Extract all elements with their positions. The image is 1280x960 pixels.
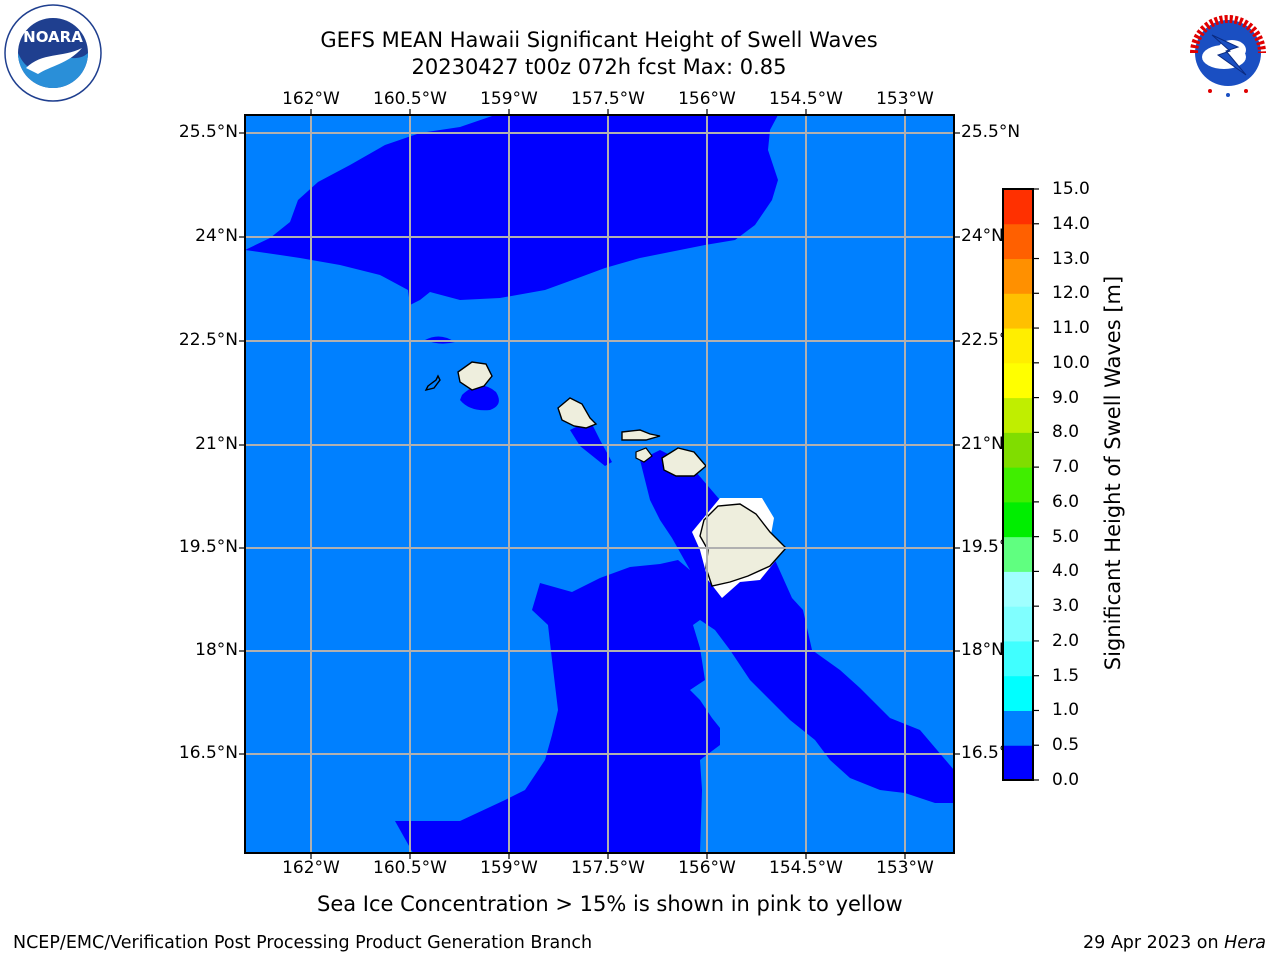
colorbar-tick-label: 7.0 bbox=[1052, 457, 1080, 478]
noaa-logo: NOARA bbox=[4, 4, 102, 102]
footer-date: 29 Apr 2023 on Hera bbox=[1083, 932, 1266, 954]
island-kauai bbox=[457, 361, 493, 391]
swell-region-oahu bbox=[460, 385, 499, 411]
colorbar-tick-label: 1.5 bbox=[1052, 665, 1080, 686]
colorbar-tick-label: 13.0 bbox=[1052, 248, 1090, 269]
colorbar-swatch bbox=[1003, 223, 1033, 260]
swell-region-molokai bbox=[570, 420, 612, 466]
colorbar-label: Significant Height of Swell Waves [m] bbox=[1101, 275, 1125, 671]
colorbar-swatch bbox=[1003, 640, 1033, 677]
colorbar-swatch bbox=[1003, 189, 1033, 225]
lon-tick-top-7: 153°W bbox=[876, 89, 934, 109]
island-kahoolawe bbox=[635, 447, 653, 463]
colorbar-tick-label: 11.0 bbox=[1052, 318, 1090, 339]
colorbar-swatch bbox=[1003, 397, 1033, 433]
colorbar-swatch bbox=[1003, 258, 1033, 294]
colorbar-swatch bbox=[1003, 536, 1033, 572]
lon-tick-top-2: 160.5°W bbox=[373, 89, 447, 109]
colorbar-swatch bbox=[1003, 710, 1033, 746]
lon-tick-top-3: 159°W bbox=[480, 89, 538, 109]
colorbar-swatch bbox=[1003, 675, 1033, 711]
island-maui bbox=[661, 447, 707, 477]
noaa-logo-text: NOARA bbox=[23, 28, 83, 46]
colorbar bbox=[1002, 188, 1039, 781]
lon-tick-top-1: 162°W bbox=[282, 89, 340, 109]
lat-tick-left-1: 25.5°N bbox=[178, 122, 238, 142]
colorbar-swatch bbox=[1003, 745, 1033, 781]
lon-tick-bottom-2: 160.5°W bbox=[373, 858, 447, 878]
lat-tick-left-6: 18°N bbox=[195, 640, 238, 660]
colorbar-tick-label: 9.0 bbox=[1052, 387, 1080, 408]
lat-tick-left-5: 19.5°N bbox=[178, 537, 238, 557]
colorbar-tick-label: 0.5 bbox=[1052, 735, 1080, 756]
colorbar-swatch bbox=[1003, 571, 1033, 607]
lon-tick-top-6: 154.5°W bbox=[769, 89, 843, 109]
colorbar-tick-label: 5.0 bbox=[1052, 526, 1080, 547]
colorbar-swatch bbox=[1003, 328, 1033, 364]
lon-tick-bottom-4: 157.5°W bbox=[571, 858, 645, 878]
map-frame bbox=[244, 114, 955, 854]
lat-tick-right-1: 25.5°N bbox=[961, 122, 1021, 142]
lon-tick-bottom-5: 156°W bbox=[678, 858, 736, 878]
footer-credit: NCEP/EMC/Verification Post Processing Pr… bbox=[13, 933, 593, 953]
footer-date-text: 29 Apr 2023 on bbox=[1083, 933, 1225, 953]
colorbar-swatch bbox=[1003, 293, 1033, 329]
lon-tick-top-5: 156°W bbox=[678, 89, 736, 109]
lat-tick-right-6: 18°N bbox=[961, 640, 1004, 660]
lon-tick-bottom-7: 153°W bbox=[876, 858, 934, 878]
colorbar-tick-label: 12.0 bbox=[1052, 283, 1090, 304]
title-line-2: 20230427 t00z 072h fcst Max: 0.85 bbox=[411, 55, 787, 79]
colorbar-swatch bbox=[1003, 432, 1033, 468]
island-niihau bbox=[424, 374, 441, 392]
colorbar-tick-label: 1.0 bbox=[1052, 700, 1080, 721]
colorbar-frame bbox=[1002, 188, 1034, 781]
lat-tick-left-3: 22.5°N bbox=[178, 330, 238, 350]
colorbar-tick-label: 15.0 bbox=[1052, 179, 1090, 199]
colorbar-tick-label: 14.0 bbox=[1052, 213, 1090, 234]
colorbar-tick-label: 6.0 bbox=[1052, 491, 1080, 512]
lon-tick-bottom-6: 154.5°W bbox=[769, 858, 843, 878]
graticule bbox=[245, 115, 954, 853]
lat-tick-left-4: 21°N bbox=[195, 434, 238, 454]
colorbar-swatch bbox=[1003, 362, 1033, 399]
island-oahu bbox=[557, 397, 598, 429]
colorbar-swatch bbox=[1003, 606, 1033, 642]
colorbar-tick-label: 0.0 bbox=[1052, 770, 1080, 790]
title-line-1: GEFS MEAN Hawaii Significant Height of S… bbox=[320, 28, 878, 52]
axis-ticks bbox=[239, 109, 960, 859]
swell-region-north bbox=[245, 115, 778, 305]
colorbar-tick-label: 10.0 bbox=[1052, 352, 1090, 373]
lat-tick-left-2: 24°N bbox=[195, 226, 238, 246]
colorbar-tick-label: 3.0 bbox=[1052, 596, 1080, 617]
nws-logo bbox=[1180, 5, 1276, 101]
sea-ice-note: Sea Ice Concentration > 15% is shown in … bbox=[317, 892, 903, 916]
island-molokai bbox=[621, 429, 661, 441]
colorbar-swatch bbox=[1003, 467, 1033, 503]
lon-tick-bottom-3: 159°W bbox=[480, 858, 538, 878]
footer-host: Hera bbox=[1224, 933, 1266, 953]
colorbar-swatch bbox=[1003, 501, 1033, 538]
colorbar-tick-label: 2.0 bbox=[1052, 630, 1080, 651]
lon-tick-bottom-1: 162°W bbox=[282, 858, 340, 878]
lat-tick-right-2: 24°N bbox=[961, 226, 1004, 246]
lat-tick-left-7: 16.5°N bbox=[178, 743, 238, 763]
lon-tick-top-4: 157.5°W bbox=[571, 89, 645, 109]
colorbar-tick-label: 4.0 bbox=[1052, 561, 1080, 582]
colorbar-tick-label: 8.0 bbox=[1052, 422, 1080, 443]
lat-tick-right-4: 21°N bbox=[961, 434, 1004, 454]
